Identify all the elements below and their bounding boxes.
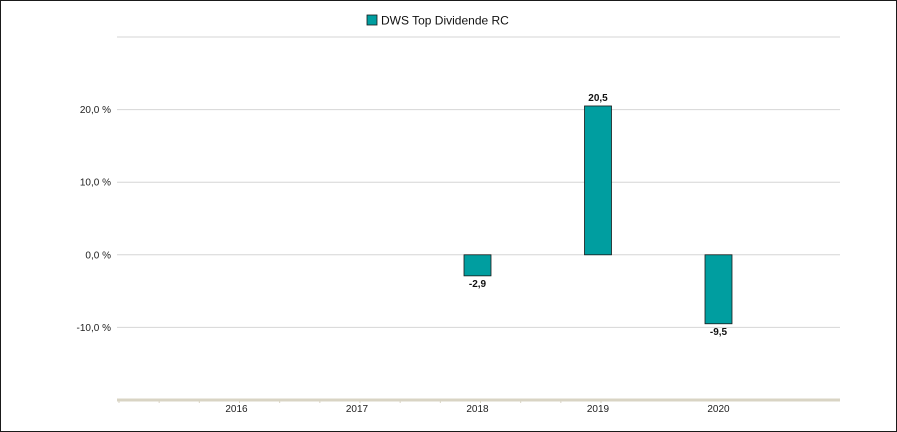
y-tick-label: 20,0 % — [80, 105, 111, 116]
y-tick-label: -10,0 % — [77, 323, 112, 334]
x-tick-label: 2019 — [587, 404, 610, 415]
y-axis-tick-labels: 20,0 % 10,0 % 0,0 % -10,0 % — [77, 105, 112, 334]
x-axis — [117, 398, 840, 403]
x-tick-label: 2018 — [466, 404, 489, 415]
data-labels: -2,9 20,5 -9,5 — [469, 93, 728, 338]
data-label-2020: -9,5 — [710, 327, 728, 338]
bars — [463, 105, 733, 325]
x-axis-tick-labels: 2016 2017 2018 2019 2020 — [225, 404, 730, 415]
bar-2018 — [463, 254, 492, 277]
data-label-2019: 20,5 — [588, 93, 608, 104]
legend: DWS Top Dividende RC — [366, 14, 509, 28]
y-tick-label: 10,0 % — [80, 178, 111, 189]
legend-label: DWS Top Dividende RC — [381, 14, 509, 28]
x-tick-label: 2017 — [346, 404, 369, 415]
y-tick-label: 0,0 % — [85, 250, 111, 261]
legend-swatch — [366, 14, 378, 26]
grid-lines — [117, 36, 840, 328]
x-tick-label: 2016 — [225, 404, 248, 415]
data-label-2018: -2,9 — [469, 279, 487, 290]
x-tick-label: 2020 — [707, 404, 730, 415]
bar-2019 — [584, 105, 612, 256]
bar-2020 — [704, 254, 733, 325]
